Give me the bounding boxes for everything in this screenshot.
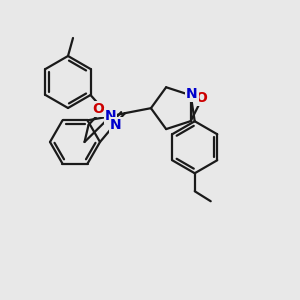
Text: N: N bbox=[186, 87, 197, 101]
Text: N: N bbox=[110, 118, 122, 132]
Text: O: O bbox=[195, 91, 207, 105]
Text: O: O bbox=[93, 102, 104, 116]
Text: N: N bbox=[105, 109, 116, 123]
